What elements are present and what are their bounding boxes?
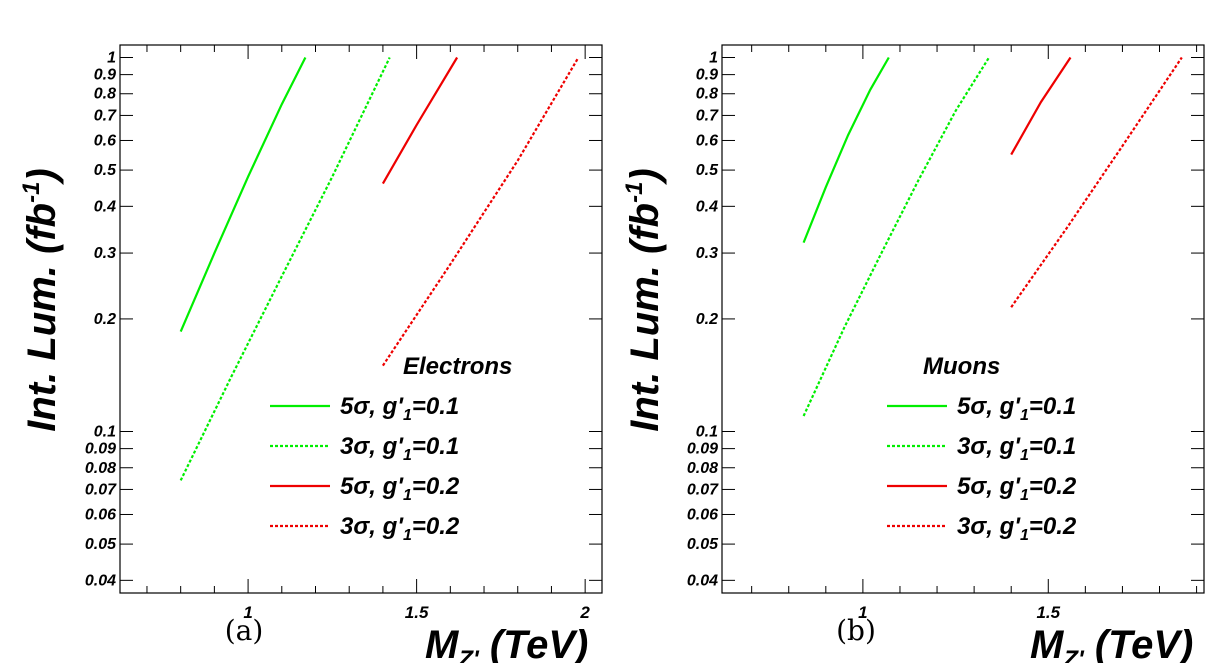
y-tick-label: 0.6 (696, 132, 718, 149)
y-tick-label: 0.08 (687, 460, 718, 477)
y-tick-label: 0.8 (94, 86, 116, 103)
y-tick-label: 0.2 (696, 311, 718, 328)
legend-label: 5σ, g'1=0.2 (340, 473, 460, 504)
y-tick-label: 0.5 (94, 162, 117, 179)
legend-label: 5σ, g'1=0.1 (957, 393, 1076, 424)
legend: 5σ, g'1=0.1 3σ, g'1=0.1 5σ, g'1=0.2 3σ, g'1… (270, 393, 460, 544)
legend: 5σ, g'1=0.1 3σ, g'1=0.1 5σ, g'1=0.2 3σ, g'1… (887, 393, 1077, 544)
y-tick-label: 0.09 (687, 441, 718, 458)
y-tick-label: 0.1 (696, 424, 718, 441)
legend-label: 5σ, g'1=0.1 (340, 393, 459, 424)
legend-label: 3σ, g'1=0.2 (957, 513, 1077, 544)
chart-title: Muons (923, 353, 1000, 380)
series-line-2 (1010, 56, 1072, 156)
y-tick-label: 0.1 (94, 424, 116, 441)
y-tick-label: 0.3 (94, 245, 116, 262)
x-axis-label: MZ' (TeV) (1030, 623, 1193, 663)
y-tick-label: 0.7 (696, 107, 719, 124)
series-line-3 (381, 56, 580, 367)
plot-frame (721, 44, 1205, 594)
y-tick-label: 0.7 (94, 107, 117, 124)
y-tick-label: 0.6 (94, 132, 116, 149)
y-tick-label: 0.3 (696, 245, 718, 262)
panel-a: 0.04 0.05 0.06 0.07 0.08 0.090.1 0.2 0.3 0.4 0.5 0… (18, 44, 603, 663)
x-tick-label: 1.5 (1036, 603, 1060, 622)
legend-label: 3σ, g'1=0.1 (957, 433, 1076, 464)
y-tick-label: 0.05 (687, 536, 719, 553)
plot-frame (119, 44, 603, 594)
y-tick-label: 0.09 (85, 441, 116, 458)
x-tick-label: 1.5 (405, 603, 429, 622)
series-line-1 (179, 57, 391, 481)
y-tick-label: 1 (709, 50, 718, 67)
x-axis-label: MZ' (TeV) (425, 623, 588, 663)
y-tick-label: 0.04 (687, 572, 718, 589)
panel-label: (a) (225, 614, 264, 647)
y-tick-label: 1 (107, 50, 116, 67)
y-tick-label: 0.06 (687, 506, 718, 523)
legend-label: 5σ, g'1=0.2 (957, 473, 1077, 504)
x-tick-label: 2 (579, 603, 590, 622)
y-axis-label: Int. Lum. (fb-1) (18, 168, 64, 432)
y-tick-label: 0.07 (85, 481, 117, 498)
y-tick-label: 0.08 (85, 460, 116, 477)
y-tick-label: 0.05 (85, 536, 117, 553)
chart-title: Electrons (403, 353, 512, 380)
series-line-2 (381, 56, 459, 185)
legend-label: 3σ, g'1=0.1 (340, 433, 459, 464)
y-tick-label: 0.9 (696, 67, 718, 84)
series-line-0 (802, 56, 890, 244)
panel-b: 0.04 0.05 0.06 0.07 0.08 0.090.1 0.2 0.3 0.4 0.5 0… (621, 44, 1205, 663)
x-tick-label: 1 (858, 603, 867, 622)
series-line-3 (1010, 56, 1183, 308)
y-tick-label: 0.8 (696, 86, 718, 103)
y-axis-label: Int. Lum. (fb-1) (621, 168, 667, 432)
y-tick-label: 0.4 (94, 198, 116, 215)
y-tick-label: 0.9 (94, 67, 116, 84)
y-tick-label: 0.5 (696, 162, 719, 179)
legend-label: 3σ, g'1=0.2 (340, 513, 460, 544)
y-tick-label: 0.04 (85, 572, 116, 589)
y-tick-label: 0.2 (94, 311, 116, 328)
y-tick-label: 0.4 (696, 198, 718, 215)
y-tick-label: 0.07 (687, 481, 719, 498)
y-tick-label: 0.06 (85, 506, 116, 523)
panel-label: (b) (836, 614, 876, 647)
series-line-1 (802, 56, 990, 417)
x-tick-label: 1 (243, 603, 252, 622)
series-line-0 (179, 57, 307, 333)
